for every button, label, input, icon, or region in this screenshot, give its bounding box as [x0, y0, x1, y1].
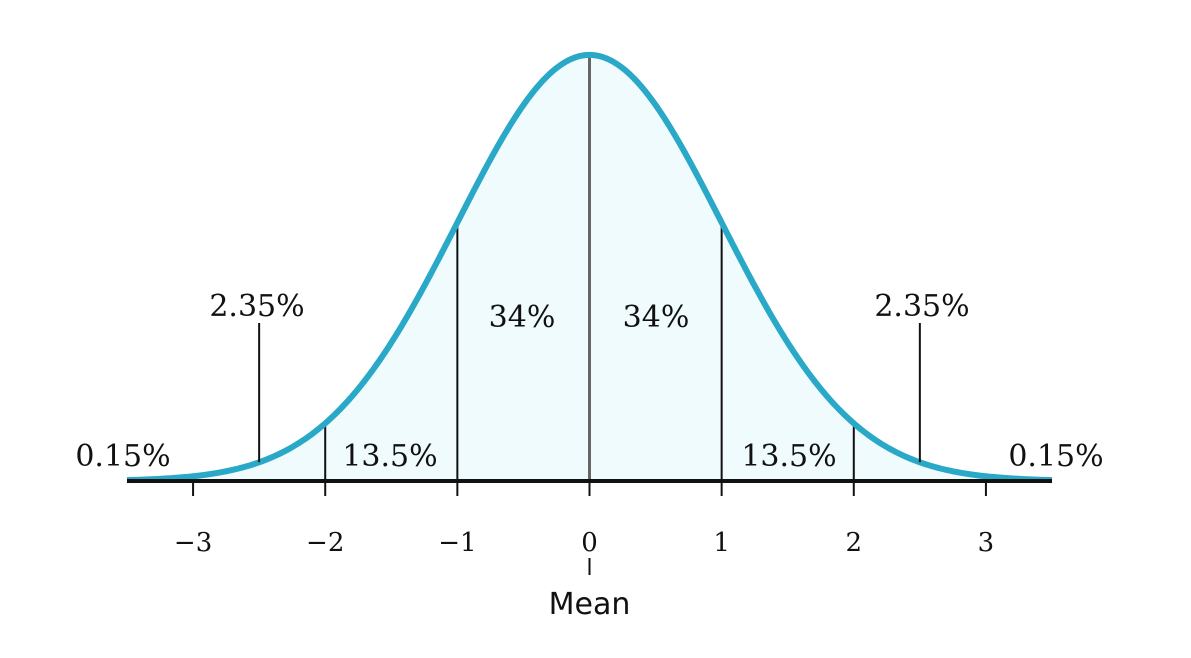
x-tick-label: −3	[174, 528, 212, 558]
x-tick-label: 1	[713, 528, 730, 558]
region-label: 2.35%	[209, 289, 304, 324]
region-label: 0.15%	[1008, 439, 1103, 474]
region	[193, 423, 326, 481]
region-label: 34%	[489, 300, 556, 335]
x-tick-label: −2	[306, 528, 344, 558]
region-label: 2.35%	[874, 289, 969, 324]
x-tick-label: 2	[846, 528, 863, 558]
x-axis-label: Mean	[549, 587, 631, 622]
region-label: 13.5%	[741, 439, 836, 474]
curve	[126, 51, 1053, 484]
region-label: 0.15%	[75, 439, 170, 474]
region	[853, 423, 986, 481]
x-tick-label: 0	[581, 528, 598, 558]
region-label: 13.5%	[342, 439, 437, 474]
x-tick-label: −1	[438, 528, 476, 558]
region	[589, 54, 722, 481]
region-label: 34%	[623, 300, 690, 335]
region	[457, 54, 590, 481]
x-tick-label: 3	[978, 528, 995, 558]
